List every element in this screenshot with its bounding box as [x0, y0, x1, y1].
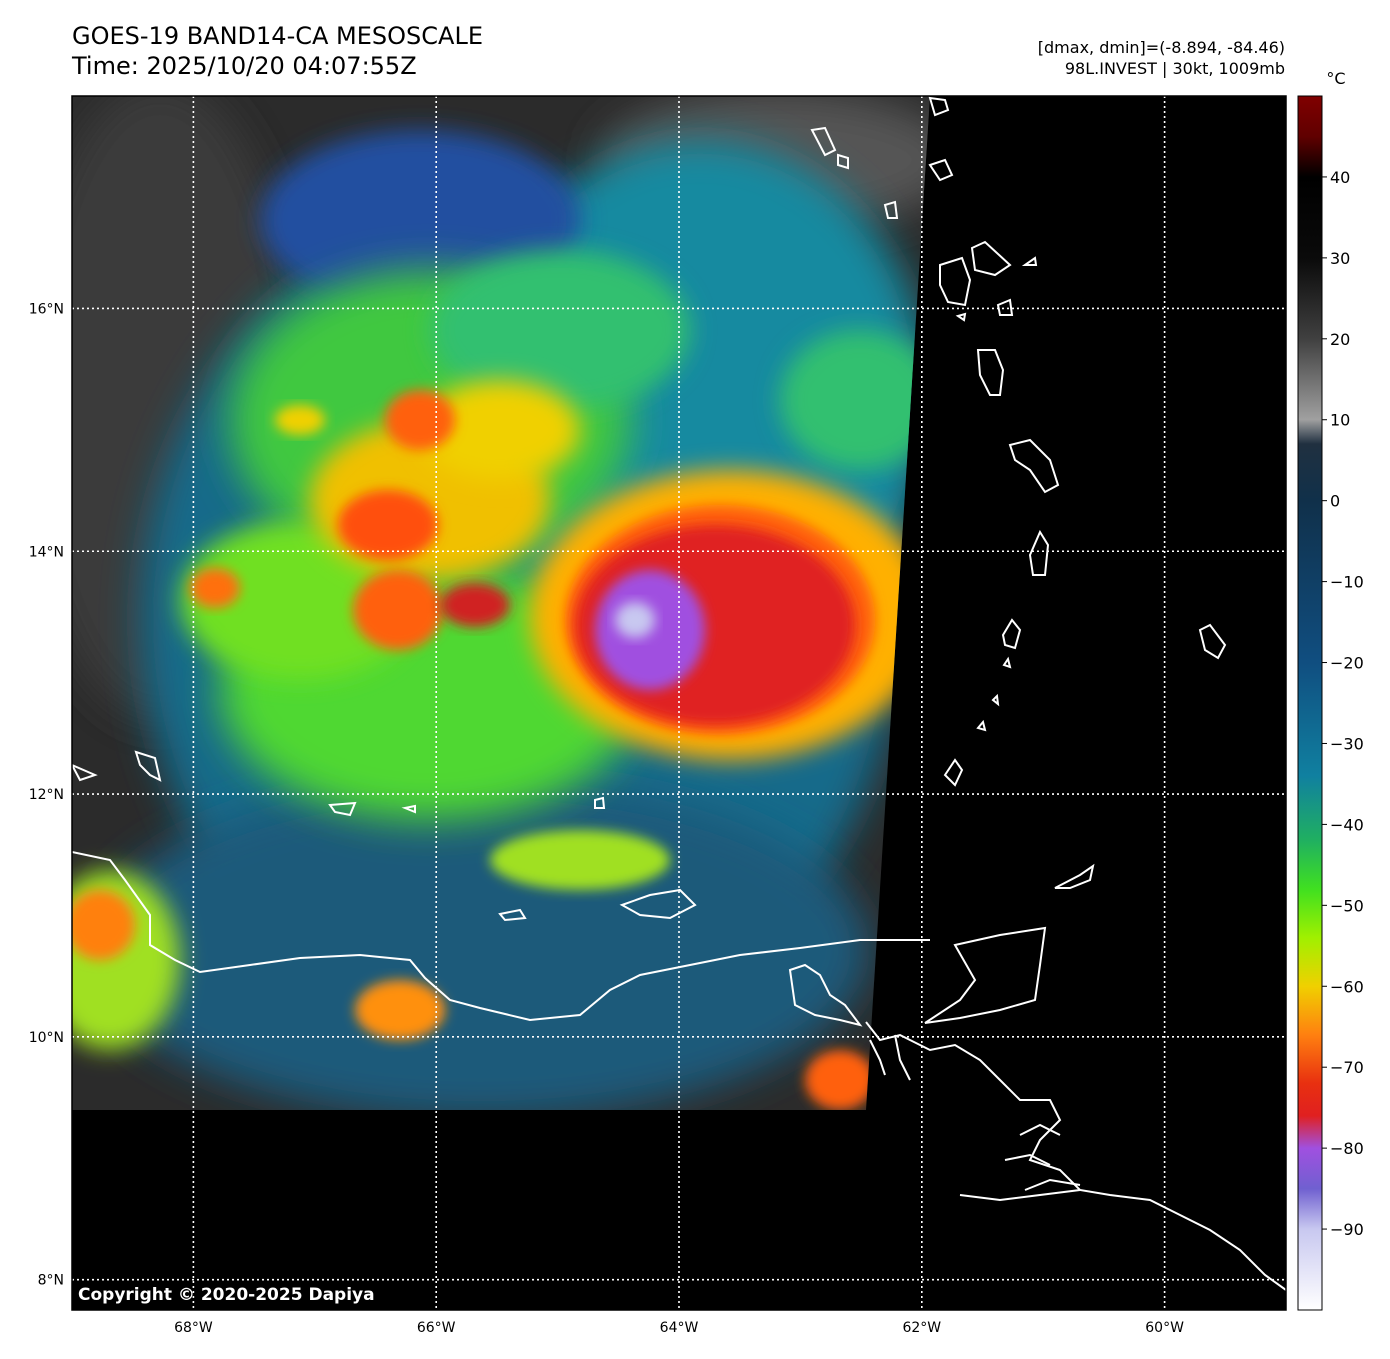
- dmax-dmin-label: [dmax, dmin]=(-8.894, -84.46): [1037, 38, 1285, 57]
- colorbar-tick-label: 0: [1330, 492, 1340, 511]
- colorbar-tick-label: −90: [1330, 1220, 1364, 1239]
- colorbar-tick-label: −30: [1330, 734, 1364, 753]
- copyright-text: Copyright © 2020-2025 Dapiya: [78, 1285, 375, 1305]
- longitude-tick-label: 60°W: [1145, 1320, 1184, 1336]
- map-border: [71, 95, 1287, 1311]
- longitude-tick-label: 64°W: [660, 1320, 699, 1336]
- colorbar-tick-label: 40: [1330, 168, 1350, 187]
- latitude-tick-label: 14°N: [29, 544, 64, 560]
- longitude-tick-label: 68°W: [174, 1320, 213, 1336]
- latitude-labels: 8°N 10°N 12°N 14°N 16°N: [29, 301, 64, 1288]
- colorbar-tick-label: −70: [1330, 1058, 1364, 1077]
- latitude-tick-label: 10°N: [29, 1030, 64, 1046]
- latitude-tick-label: 12°N: [29, 787, 64, 803]
- latitude-tick-label: 16°N: [29, 301, 64, 317]
- colorbar-tick-label: 10: [1330, 411, 1350, 430]
- product-title: GOES-19 BAND14-CA MESOSCALE: [72, 22, 483, 50]
- colorbar-scale: [1297, 95, 1323, 1311]
- colorbar-tick-label: −50: [1330, 896, 1364, 915]
- storm-info-label: 98L.INVEST | 30kt, 1009mb: [1064, 59, 1285, 78]
- longitude-tick-label: 62°W: [902, 1320, 941, 1336]
- longitude-tick-label: 66°W: [417, 1320, 456, 1336]
- colorbar-tick-label: 30: [1330, 249, 1350, 268]
- colorbar-tick-label: −80: [1330, 1139, 1364, 1158]
- colorbar: °C 40 30 20 10 0 −10 −20 −30 −40 −50 −60 −70 −80 −90: [1297, 69, 1364, 1311]
- coastlines: [72, 96, 1286, 1291]
- time-label: Time: 2025/10/20 04:07:55Z: [72, 52, 417, 80]
- colorbar-tick-label: −20: [1330, 654, 1364, 673]
- graticule: [72, 96, 1286, 1310]
- longitude-labels: 68°W 66°W 64°W 62°W 60°W: [174, 1320, 1184, 1336]
- latitude-tick-label: 8°N: [38, 1273, 64, 1289]
- colorbar-tick-label: −60: [1330, 977, 1364, 996]
- ir-imagery: [72, 96, 930, 1110]
- colorbar-tick-label: −40: [1330, 815, 1364, 834]
- colorbar-tick-label: 20: [1330, 330, 1350, 349]
- colorbar-tick-label: −10: [1330, 573, 1364, 592]
- colorbar-unit: °C: [1326, 69, 1345, 88]
